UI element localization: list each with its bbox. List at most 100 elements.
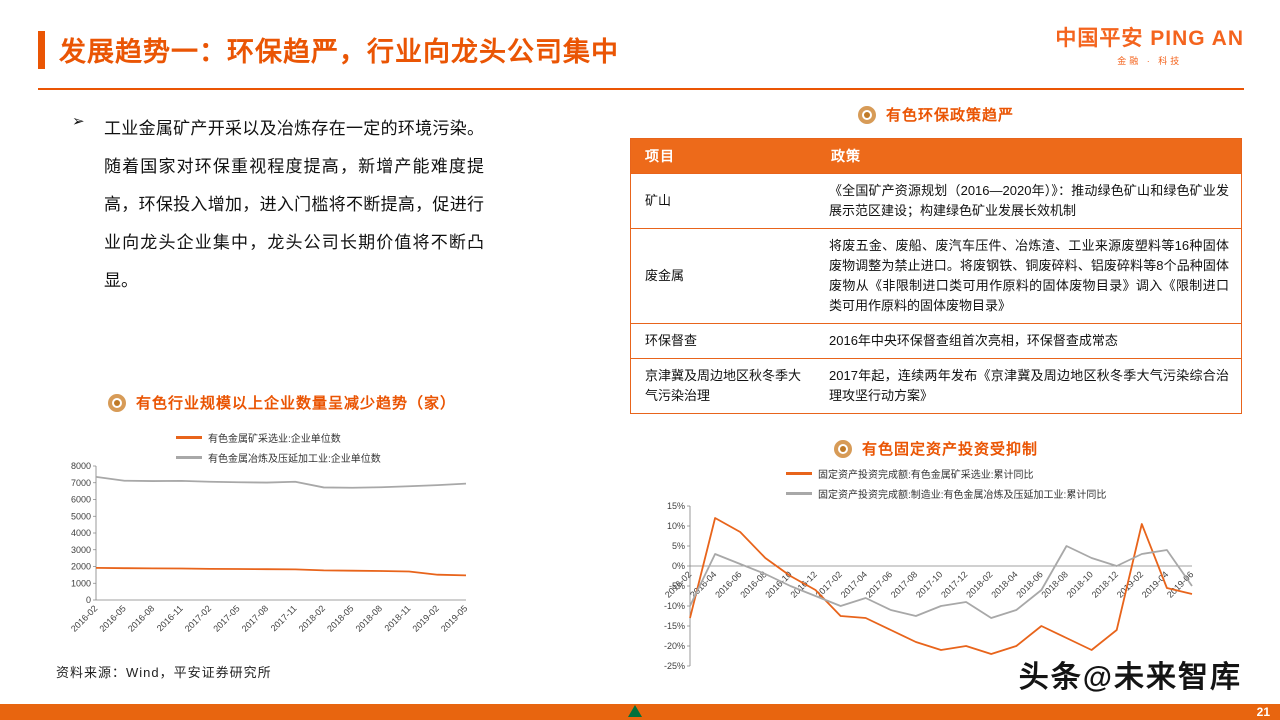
pingan-logo: 中国平安 PING AN 金融 · 科技 xyxy=(1055,22,1244,67)
svg-text:2000: 2000 xyxy=(71,562,91,572)
policy-item-cell: 京津冀及周边地区秋冬季大气污染治理 xyxy=(630,358,817,414)
svg-text:2019-05: 2019-05 xyxy=(439,603,469,633)
legend-item: 固定资产投资完成额:制造业:有色金属冶炼及压延加工业:累计同比 xyxy=(786,486,1106,501)
pingan-logo-subtitle: 金融 · 科技 xyxy=(1117,56,1183,66)
svg-text:2017-08: 2017-08 xyxy=(240,603,270,633)
policy-text-cell: 2016年中央环保督查组首次亮相，环保督查成常态 xyxy=(817,323,1242,359)
policy-section: 有色环保政策趋严 xyxy=(630,104,1242,125)
svg-text:0: 0 xyxy=(86,595,91,605)
bullseye-icon xyxy=(108,393,126,412)
companies-line-chart: 0 1000 2000 3000 4000 5000 6000 7000 8000 2016-02… xyxy=(69,461,469,634)
bullseye-icon xyxy=(857,105,876,124)
bullet-arrow-icon: ➢ xyxy=(72,113,85,130)
svg-text:-15%: -15% xyxy=(664,621,685,631)
companies-chart-legend: 有色金属矿采选业:企业单位数有色金属冶炼及压延加工业:企业单位数 xyxy=(176,430,381,465)
svg-text:-25%: -25% xyxy=(664,661,685,671)
svg-text:7000: 7000 xyxy=(71,478,91,488)
svg-text:2017-11: 2017-11 xyxy=(269,603,299,633)
svg-text:2016-02: 2016-02 xyxy=(663,569,693,599)
table-row: 环保督查 2016年中央环保督查组首次亮相，环保督查成常态 xyxy=(630,323,1242,359)
svg-text:3000: 3000 xyxy=(71,545,91,555)
policy-table-head: 项目 政策 xyxy=(630,138,1242,174)
legend-swatch xyxy=(786,472,812,475)
pingan-logo-text: 中国平安 PING AN xyxy=(1055,22,1244,52)
investment-section-header: 有色固定资产投资受抑制 xyxy=(833,438,1038,459)
legend-item: 有色金属冶炼及压延加工业:企业单位数 xyxy=(176,450,381,465)
svg-text:-5%: -5% xyxy=(669,581,685,591)
svg-text:2016-04: 2016-04 xyxy=(688,569,718,599)
svg-text:2018-02: 2018-02 xyxy=(964,569,994,599)
policy-table-body: 矿山 《全国矿产资源规划（2016—2020年）》：推动绿色矿山和绿色矿业发展示范… xyxy=(630,173,1242,414)
legend-label: 有色金属矿采选业:企业单位数 xyxy=(208,434,341,445)
svg-text:5%: 5% xyxy=(672,541,685,551)
policy-section-header: 有色环保政策趋严 xyxy=(857,104,1014,125)
svg-text:-20%: -20% xyxy=(664,641,685,651)
key-point-text: 工业金属矿产开采以及冶炼存在一定的环境污染。随着国家对环保重视程度提高，新增产能… xyxy=(104,119,484,290)
legend-item: 固定资产投资完成额:有色金属矿采选业:累计同比 xyxy=(786,466,1106,481)
title-divider xyxy=(38,88,1244,90)
pingan-logo-en: PING AN xyxy=(1150,27,1244,50)
investment-chart-title: 有色固定资产投资受抑制 xyxy=(861,441,1038,458)
policy-item-cell: 废金属 xyxy=(630,228,817,324)
investment-section: 有色固定资产投资受抑制 xyxy=(630,438,1242,459)
svg-text:4000: 4000 xyxy=(71,528,91,538)
slide-header: 发展趋势一：环保趋严，行业向龙头公司集中 xyxy=(38,30,619,69)
svg-text:2017-06: 2017-06 xyxy=(864,569,894,599)
companies-chart-header: 有色行业规模以上企业数量呈减少趋势（家） xyxy=(108,392,456,413)
legend-swatch xyxy=(176,456,202,459)
legend-label: 固定资产投资完成额:有色金属矿采选业:累计同比 xyxy=(818,470,1034,481)
svg-text:-10%: -10% xyxy=(664,601,685,611)
policy-item-cell: 环保督查 xyxy=(630,323,817,359)
policy-table-header-row: 项目 政策 xyxy=(630,138,1242,174)
svg-text:2016-08: 2016-08 xyxy=(126,603,156,633)
svg-text:8000: 8000 xyxy=(71,461,91,471)
policy-text-cell: 2017年起，连续两年发布《京津冀及周边地区秋冬季大气污染综合治理攻坚行动方案》 xyxy=(817,358,1242,414)
bullseye-icon xyxy=(833,439,852,458)
svg-text:0%: 0% xyxy=(672,561,685,571)
table-row: 废金属 将废五金、废船、废汽车压件、冶炼渣、工业来源废塑料等16种固体废物调整为禁… xyxy=(630,228,1242,324)
svg-text:2017-02: 2017-02 xyxy=(183,603,213,633)
svg-text:1000: 1000 xyxy=(71,578,91,588)
svg-text:2016-02: 2016-02 xyxy=(69,603,99,633)
svg-text:2018-08: 2018-08 xyxy=(354,603,384,633)
svg-text:2018-11: 2018-11 xyxy=(383,603,413,633)
svg-text:2018-04: 2018-04 xyxy=(989,569,1019,599)
svg-text:2016-06: 2016-06 xyxy=(713,569,743,599)
footer-green-logo-icon xyxy=(628,705,642,717)
legend-swatch xyxy=(786,492,812,495)
svg-text:5000: 5000 xyxy=(71,511,91,521)
svg-text:2017-02: 2017-02 xyxy=(814,569,844,599)
svg-text:2016-05: 2016-05 xyxy=(97,603,127,633)
svg-text:2017-10: 2017-10 xyxy=(914,569,944,599)
key-point-block: ➢ 工业金属矿产开采以及冶炼存在一定的环境污染。随着国家对环保重视程度提高，新增… xyxy=(72,110,484,300)
svg-text:2017-12: 2017-12 xyxy=(939,569,969,599)
legend-item: 有色金属矿采选业:企业单位数 xyxy=(176,430,381,445)
page-number: 21 xyxy=(1256,705,1270,719)
table-row: 京津冀及周边地区秋冬季大气污染治理 2017年起，连续两年发布《京津冀及周边地区秋… xyxy=(630,358,1242,414)
policy-text-cell: 《全国矿产资源规划（2016—2020年）》：推动绿色矿山和绿色矿业发展示范区建… xyxy=(817,173,1242,229)
svg-text:2017-08: 2017-08 xyxy=(889,569,919,599)
pingan-logo-cn: 中国平安 xyxy=(1055,27,1144,50)
svg-text:2018-06: 2018-06 xyxy=(1014,569,1044,599)
svg-text:2017-04: 2017-04 xyxy=(839,569,869,599)
legend-label: 有色金属冶炼及压延加工业:企业单位数 xyxy=(208,454,381,465)
source-note: 资料来源：Wind，平安证券研究所 xyxy=(56,665,272,680)
svg-text:15%: 15% xyxy=(667,501,685,511)
investment-line-chart: 15%10%5%0%-5%-10%-15%-20%-25%2016-022016… xyxy=(663,501,1195,671)
policy-table-header-policy: 政策 xyxy=(817,138,1242,174)
svg-text:2018-10: 2018-10 xyxy=(1065,569,1095,599)
legend-label: 固定资产投资完成额:制造业:有色金属冶炼及压延加工业:累计同比 xyxy=(818,490,1107,501)
legend-swatch xyxy=(176,436,202,439)
policy-section-title: 有色环保政策趋严 xyxy=(885,107,1014,124)
svg-text:2019-02: 2019-02 xyxy=(411,603,441,633)
watermark-text: 头条@未来智库 xyxy=(1018,661,1242,694)
policy-table: 项目 政策 矿山 《全国矿产资源规划（2016—2020年）》：推动绿色矿山和绿色… xyxy=(630,138,1242,414)
svg-text:2017-05: 2017-05 xyxy=(211,603,241,633)
title-accent-bar xyxy=(38,30,45,69)
table-row: 矿山 《全国矿产资源规划（2016—2020年）》：推动绿色矿山和绿色矿业发展示范… xyxy=(630,173,1242,229)
svg-text:2018-05: 2018-05 xyxy=(325,603,355,633)
policy-item-cell: 矿山 xyxy=(630,173,817,229)
svg-text:2018-12: 2018-12 xyxy=(1090,569,1120,599)
page-title: 发展趋势一：环保趋严，行业向龙头公司集中 xyxy=(59,37,619,67)
